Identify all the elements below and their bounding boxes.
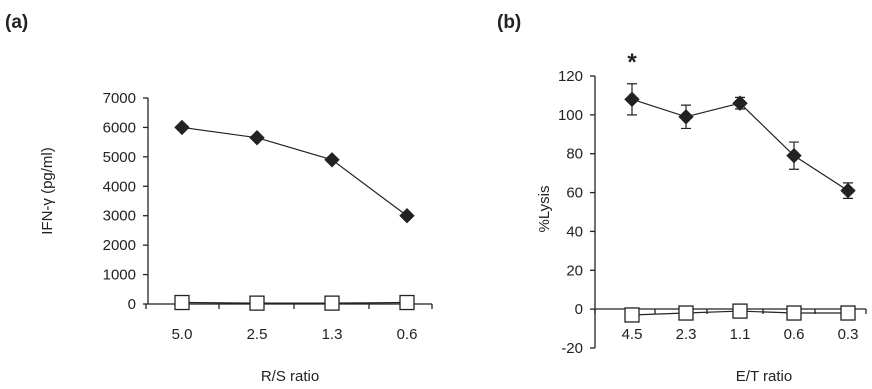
panel-b-label: (b) bbox=[497, 12, 521, 33]
panel-b-x-tick-label: 0.3 bbox=[838, 326, 859, 343]
panel-b-significance-star: * bbox=[627, 49, 637, 76]
panel-a-y-tick-label: 7000 bbox=[103, 90, 136, 107]
panel-a-y-axis-label: IFN-γ (pg/ml) bbox=[39, 147, 56, 235]
panel-a-square-point bbox=[399, 294, 415, 311]
panel-b-diamond-point bbox=[678, 109, 694, 125]
panel-a-diamond-point bbox=[249, 130, 265, 146]
panel-b-square-point bbox=[840, 305, 856, 321]
panel-b-diamond-point bbox=[732, 95, 748, 111]
panel-b-y-tick-label: 0 bbox=[575, 301, 583, 318]
panel-b-x-tick-label: 0.6 bbox=[784, 326, 805, 343]
panel-a-series-line bbox=[181, 301, 408, 304]
panel-b-y-axis-label: %Lysis bbox=[536, 186, 553, 233]
panel-a-diamond-point bbox=[174, 119, 190, 136]
panel-b-y-tick-label: 20 bbox=[566, 262, 583, 279]
panel-a-square-point bbox=[249, 295, 265, 311]
panel-b-diamond-point bbox=[840, 182, 856, 199]
panel-b-y-tick-label: 60 bbox=[566, 185, 583, 202]
panel-a-y-tick-label: 2000 bbox=[103, 237, 136, 254]
panel-b-square-point bbox=[678, 305, 694, 321]
panel-a: (a) 0 1000 2000 3000 4000 5000 6000 7000 5.0 2.5… bbox=[5, 12, 433, 385]
panel-a-diamond-point bbox=[324, 152, 340, 168]
panel-b-y-tick-label: 100 bbox=[558, 107, 583, 124]
panel-b-series-line bbox=[631, 98, 849, 192]
panel-a-x-tick-label: 0.6 bbox=[397, 326, 418, 343]
panel-a-diamond-point bbox=[399, 208, 415, 224]
panel-a-y-tick-label: 5000 bbox=[103, 149, 136, 166]
panel-a-x-tick-label: 2.5 bbox=[247, 326, 268, 343]
panel-b-square-point bbox=[732, 303, 748, 319]
panel-a-x-tick-label: 1.3 bbox=[322, 326, 343, 343]
panel-a-y-tick-label: 1000 bbox=[103, 267, 136, 284]
panel-a-square-point bbox=[324, 295, 340, 311]
panel-b: (b) -20 0 20 40 60 80 100 120 4.5 2.3 1.1 0.6 0.3 *… bbox=[497, 12, 867, 385]
panel-b-diamond-point bbox=[624, 91, 640, 108]
panel-b-x-axis-label: E/T ratio bbox=[736, 368, 792, 385]
panel-a-x-axis-label: R/S ratio bbox=[261, 368, 319, 385]
panel-b-y-tick-label: 40 bbox=[566, 223, 583, 240]
panel-a-y-tick-label: 4000 bbox=[103, 178, 136, 195]
panel-a-square-point bbox=[174, 294, 190, 311]
panel-b-x-tick-label: 2.3 bbox=[676, 326, 697, 343]
panel-b-square-point bbox=[624, 307, 640, 323]
panel-a-y-tick-label: 6000 bbox=[103, 119, 136, 136]
panel-a-y-tick-label: 3000 bbox=[103, 208, 136, 225]
panel-b-y-tick-label: 120 bbox=[558, 68, 583, 85]
panel-b-y-tick-label: 80 bbox=[566, 146, 583, 163]
panel-a-y-tick-label: 0 bbox=[128, 296, 136, 313]
panel-a-series-line bbox=[181, 126, 408, 217]
panel-b-square-point bbox=[786, 305, 802, 321]
panel-b-diamond-point bbox=[786, 147, 802, 164]
panel-b-x-tick-label: 1.1 bbox=[730, 326, 751, 343]
panel-a-label: (a) bbox=[5, 12, 28, 33]
panel-b-x-tick-label: 4.5 bbox=[622, 326, 643, 343]
panel-b-y-tick-label: -20 bbox=[561, 340, 583, 357]
panel-a-x-tick-label: 5.0 bbox=[172, 326, 193, 343]
